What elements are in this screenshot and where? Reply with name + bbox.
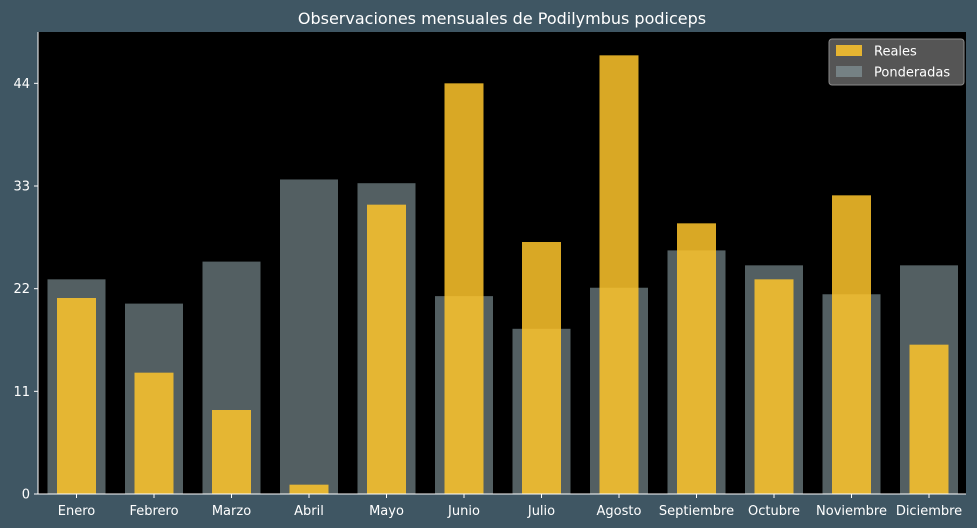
bar-reales-abril — [289, 484, 329, 494]
y-tick-label: 22 — [13, 282, 30, 297]
legend-swatch-ponderadas — [836, 66, 862, 77]
legend-box — [828, 38, 965, 86]
x-tick-label: Octubre — [748, 504, 800, 519]
bar-reales-septiembre — [677, 223, 716, 495]
plot-area — [38, 32, 966, 494]
x-tick-label: Enero — [58, 504, 96, 519]
y-tick-label: 33 — [13, 180, 30, 195]
y-tick-label: 11 — [13, 385, 30, 400]
x-tick-label: Abril — [294, 504, 324, 519]
axes-layer: 0 11 22 33 44 Enero Febrero Marzo Abril Mayo Junio… — [13, 32, 966, 519]
x-tick-label: Febrero — [129, 504, 178, 519]
bar-reales-agosto — [599, 55, 639, 494]
bar-reales-mayo — [367, 204, 406, 494]
x-tick-label: Marzo — [212, 504, 251, 519]
legend-label-reales: Reales — [874, 45, 917, 60]
legend-swatch-reales — [836, 45, 862, 56]
bar-reales-marzo — [212, 410, 251, 494]
bar-reales-noviembre — [832, 195, 871, 495]
x-tick-label: Junio — [447, 504, 480, 519]
x-tick-label: Agosto — [597, 504, 642, 519]
x-tick-label: Noviembre — [816, 504, 887, 519]
legend-label-ponderadas: Ponderadas — [874, 66, 950, 81]
x-tick-label: Julio — [527, 504, 555, 519]
legend: Reales Ponderadas — [828, 38, 965, 86]
x-tick-label: Mayo — [369, 504, 404, 519]
bar-reales-enero — [57, 298, 96, 494]
bar-ponderadas-abril — [280, 179, 338, 494]
bars-layer — [47, 55, 958, 495]
bar-reales-febrero — [134, 372, 174, 494]
bar-reales-diciembre — [909, 344, 949, 494]
y-tick-label: 44 — [13, 77, 30, 92]
chart-title: Observaciones mensuales de Podilymbus po… — [298, 9, 706, 28]
bar-reales-octubre — [754, 279, 794, 494]
x-tick-label: Diciembre — [896, 504, 962, 519]
bar-reales-junio — [444, 83, 484, 494]
y-tick-label: 0 — [22, 488, 30, 503]
bar-reales-julio — [522, 242, 561, 494]
x-tick-label: Septiembre — [659, 504, 734, 519]
